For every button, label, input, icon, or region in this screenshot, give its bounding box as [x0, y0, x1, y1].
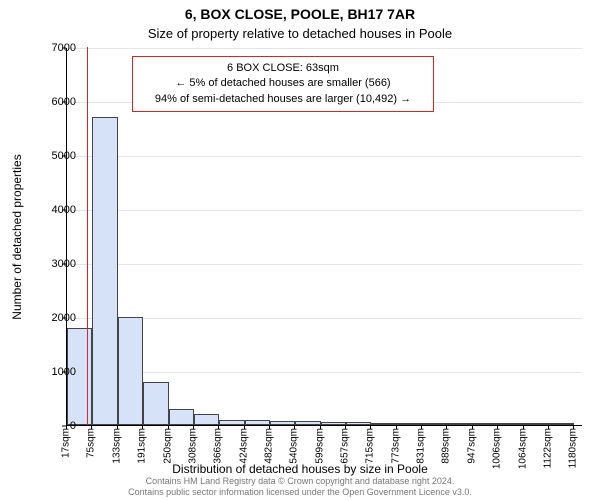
- y-tick-label: 5000: [36, 150, 76, 162]
- histogram-bar: [422, 423, 447, 425]
- gridline: [67, 264, 582, 265]
- x-tick-label: 191sqm: [136, 428, 147, 464]
- gridline: [67, 48, 582, 49]
- histogram-bar: [194, 414, 219, 425]
- x-tick-label: 133sqm: [111, 428, 122, 464]
- histogram-bar: [498, 423, 523, 425]
- histogram-bar: [270, 421, 295, 425]
- gridline: [67, 210, 582, 211]
- annotation-line2: ← 5% of detached houses are smaller (566…: [141, 76, 425, 91]
- x-axis-label: Distribution of detached houses by size …: [0, 462, 600, 476]
- histogram-bar: [321, 422, 346, 425]
- x-tick-label: 482sqm: [263, 428, 274, 464]
- histogram-bar: [92, 117, 117, 425]
- x-tick-label: 947sqm: [466, 428, 477, 464]
- x-tick-label: 75sqm: [86, 428, 97, 458]
- x-tick-label: 889sqm: [441, 428, 452, 464]
- x-tick-label: 366sqm: [213, 428, 224, 464]
- annotation-line1: 6 BOX CLOSE: 63sqm: [141, 61, 425, 76]
- y-tick-label: 2000: [36, 312, 76, 324]
- chart-title-address: 6, BOX CLOSE, POOLE, BH17 7AR: [0, 6, 600, 22]
- x-tick-label: 424sqm: [238, 428, 249, 464]
- histogram-bar: [524, 423, 549, 425]
- y-tick-mark: [62, 372, 66, 373]
- x-tick-label: 17sqm: [61, 428, 72, 458]
- y-tick-label: 3000: [36, 258, 76, 270]
- histogram-bar: [295, 421, 321, 425]
- x-tick-label: 773sqm: [390, 428, 401, 464]
- histogram-bar: [397, 423, 422, 425]
- y-tick-mark: [62, 264, 66, 265]
- gridline: [67, 372, 582, 373]
- x-tick-label: 540sqm: [289, 428, 300, 464]
- histogram-bar: [346, 422, 371, 425]
- chart-container: 6, BOX CLOSE, POOLE, BH17 7AR Size of pr…: [0, 0, 600, 500]
- chart-footer: Contains HM Land Registry data © Crown c…: [0, 476, 600, 498]
- y-tick-mark: [62, 318, 66, 319]
- y-tick-mark: [62, 102, 66, 103]
- gridline: [67, 318, 582, 319]
- annotation-box: 6 BOX CLOSE: 63sqm ← 5% of detached hous…: [132, 56, 434, 112]
- y-tick-mark: [62, 48, 66, 49]
- x-tick-label: 657sqm: [340, 428, 351, 464]
- histogram-bar: [447, 423, 472, 425]
- footer-line1: Contains HM Land Registry data © Crown c…: [0, 476, 600, 487]
- histogram-bar: [118, 317, 143, 425]
- y-tick-mark: [62, 210, 66, 211]
- chart-subtitle: Size of property relative to detached ho…: [0, 26, 600, 41]
- histogram-bar: [169, 409, 194, 425]
- x-tick-label: 308sqm: [187, 428, 198, 464]
- histogram-bar: [143, 382, 169, 425]
- footer-line2: Contains public sector information licen…: [0, 487, 600, 498]
- y-tick-label: 6000: [36, 96, 76, 108]
- histogram-bar: [549, 423, 574, 425]
- y-tick-label: 4000: [36, 204, 76, 216]
- gridline: [67, 156, 582, 157]
- histogram-bar: [245, 420, 270, 425]
- annotation-line3: 94% of semi-detached houses are larger (…: [141, 92, 425, 107]
- x-tick-label: 250sqm: [162, 428, 173, 464]
- y-axis-label: Number of detached properties: [10, 72, 24, 237]
- marker-line: [87, 47, 88, 425]
- histogram-bar: [371, 423, 396, 425]
- x-tick-label: 715sqm: [365, 428, 376, 464]
- histogram-bar: [473, 423, 499, 425]
- y-tick-label: 1000: [36, 366, 76, 378]
- x-tick-label: 831sqm: [416, 428, 427, 464]
- y-tick-label: 7000: [36, 42, 76, 54]
- x-tick-label: 599sqm: [314, 428, 325, 464]
- histogram-bar: [219, 420, 244, 425]
- y-tick-mark: [62, 156, 66, 157]
